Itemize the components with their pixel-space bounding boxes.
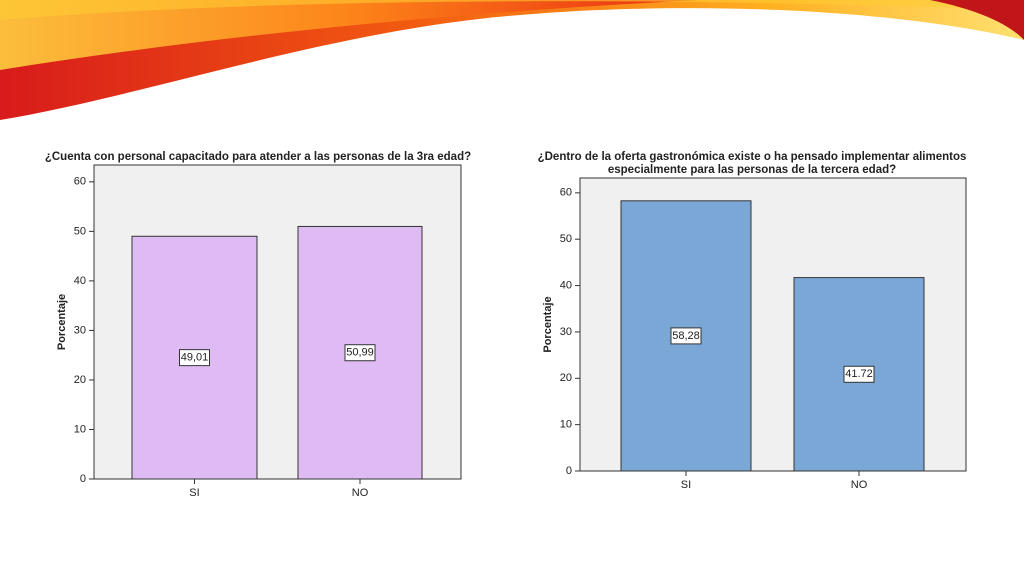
chart-title: ¿Dentro de la oferta gastronómica existe…: [538, 151, 967, 163]
value-label: 49,01: [181, 352, 209, 364]
value-label: 50,99: [346, 347, 374, 359]
x-tick-label: SI: [189, 487, 199, 499]
y-tick-label: 50: [74, 225, 86, 237]
y-tick-label: 0: [80, 473, 86, 485]
value-label: 41.72: [843, 365, 875, 383]
y-tick-label: 20: [560, 372, 572, 384]
y-tick-label: 20: [74, 374, 86, 386]
value-label-box: [179, 349, 210, 367]
value-label-box: [344, 344, 376, 362]
charts: ¿Cuenta con personal capacitado para ate…: [45, 151, 967, 499]
y-tick-label: 10: [74, 423, 86, 435]
decoration: [0, 0, 1024, 120]
y-tick-label: 30: [74, 324, 86, 336]
chart-title: especialmente para las personas de la te…: [608, 164, 896, 176]
y-tick-label: 60: [560, 187, 572, 199]
value-label: 41.72: [845, 368, 873, 380]
y-tick-label: 50: [560, 233, 572, 245]
value-label: 50,99: [344, 344, 376, 362]
y-axis-label: Porcentaje: [56, 294, 68, 350]
value-label-box: [843, 365, 875, 383]
y-axis-label: Porcentaje: [542, 296, 554, 352]
value-label: 58,28: [672, 330, 700, 342]
y-tick-label: 60: [74, 176, 86, 188]
y-tick-label: 0: [566, 465, 572, 477]
x-tick-label: SI: [681, 479, 691, 491]
y-tick-label: 10: [560, 419, 572, 431]
y-tick-label: 30: [560, 326, 572, 338]
value-label: 58,28: [670, 327, 702, 345]
value-label: 49,01: [179, 349, 210, 367]
y-tick-label: 40: [560, 279, 572, 291]
x-tick-label: NO: [352, 487, 369, 499]
chart-title: ¿Cuenta con personal capacitado para ate…: [45, 151, 471, 163]
y-tick-label: 40: [74, 275, 86, 287]
value-label-box: [670, 327, 702, 345]
x-tick-label: NO: [851, 479, 868, 491]
